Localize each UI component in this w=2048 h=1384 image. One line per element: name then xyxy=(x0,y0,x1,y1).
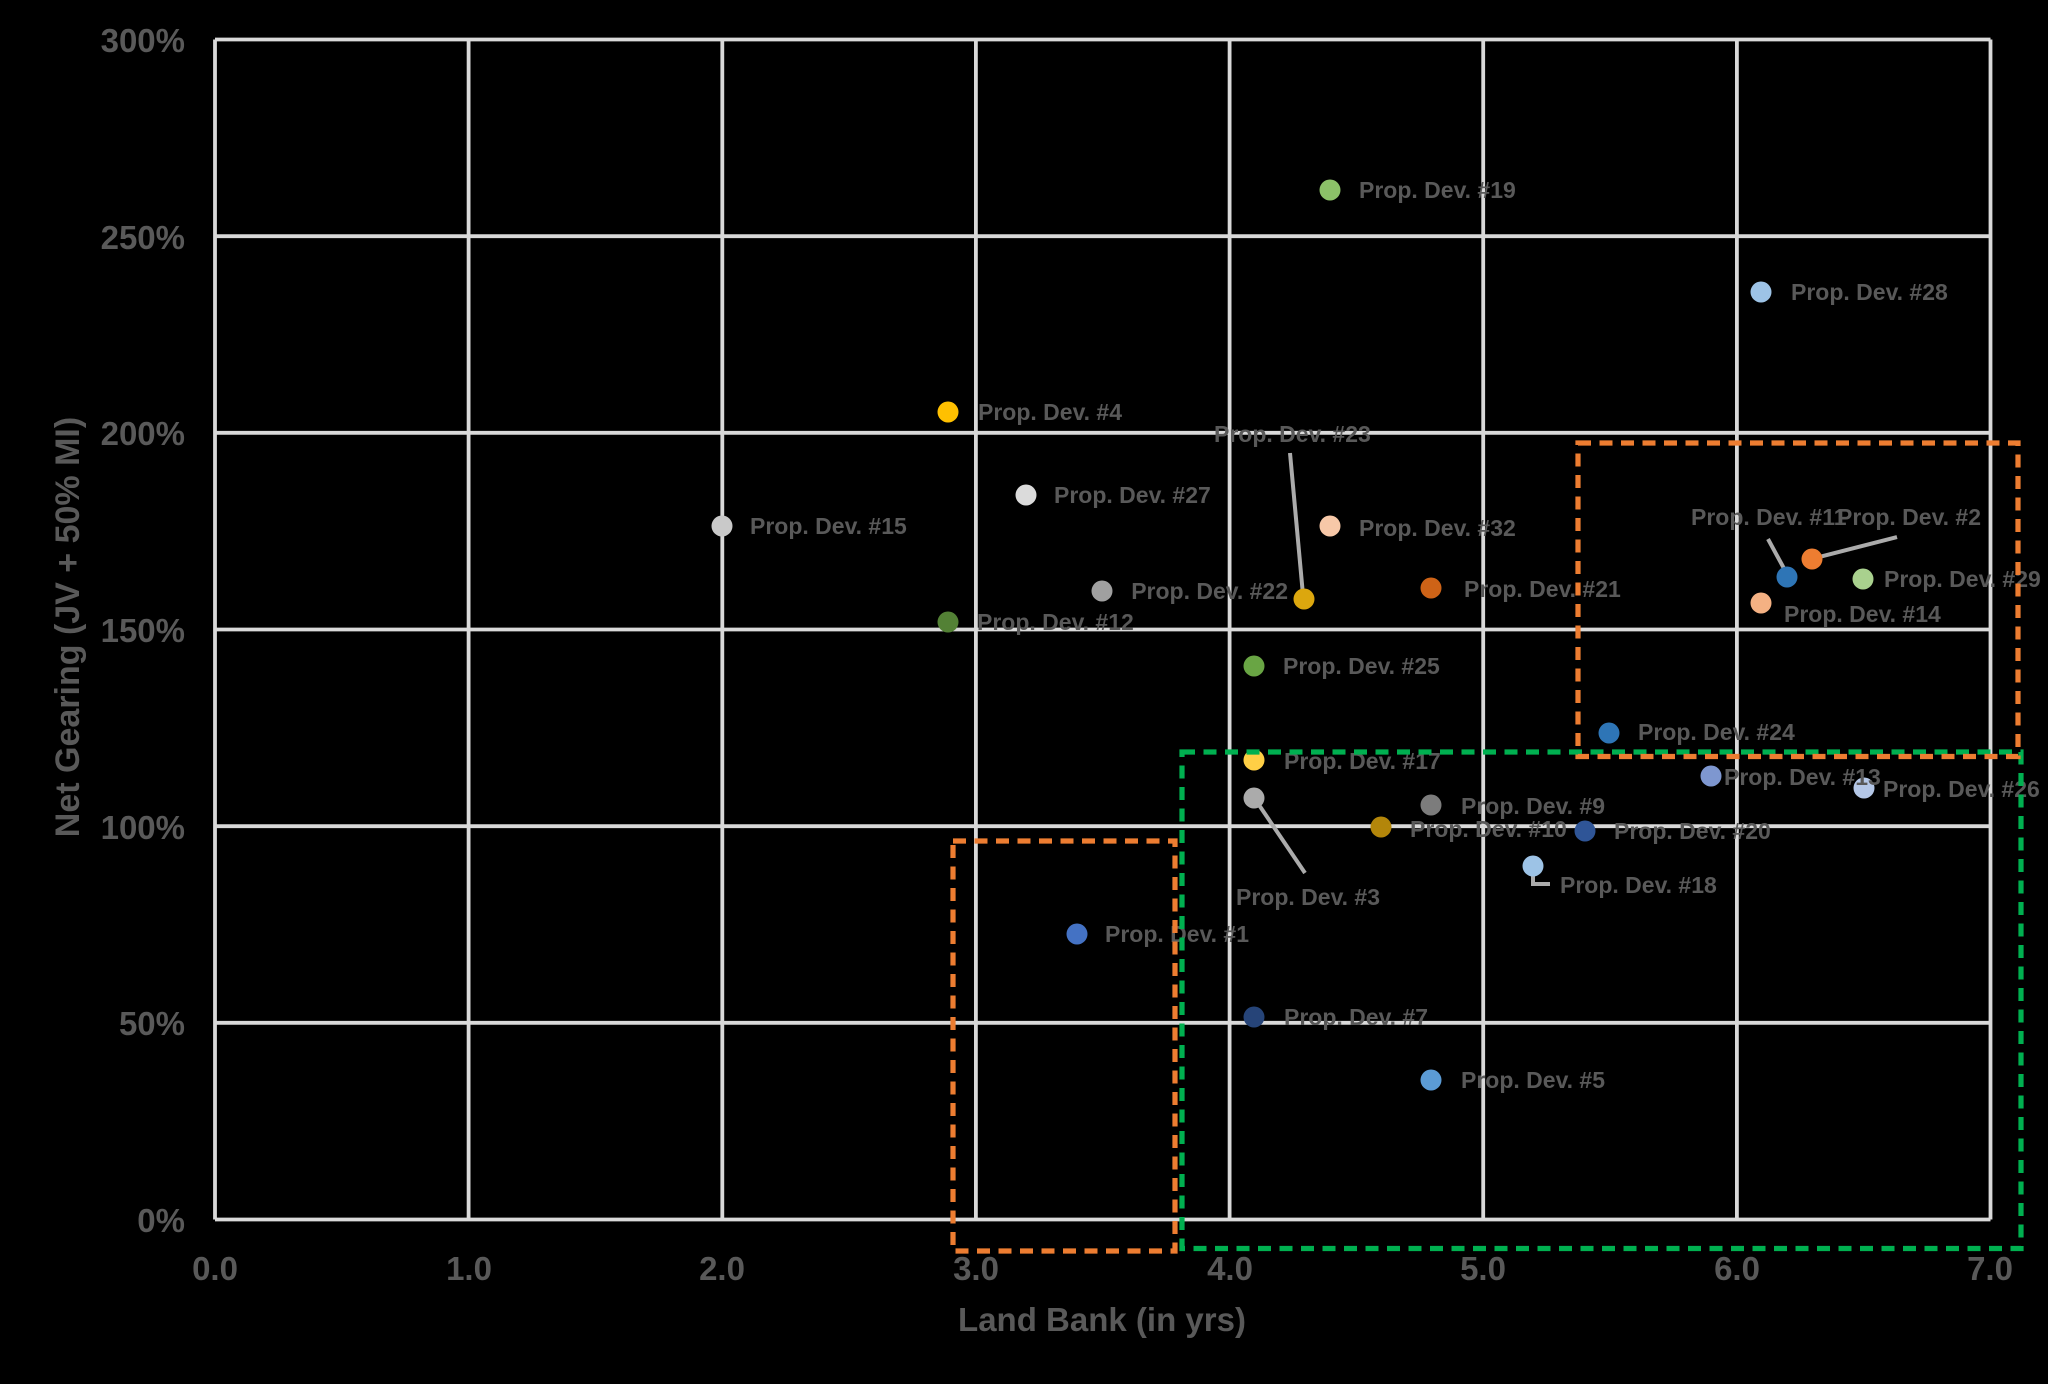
svg-text:Prop. Dev. #28: Prop. Dev. #28 xyxy=(1791,279,1948,305)
svg-text:Prop. Dev. #15: Prop. Dev. #15 xyxy=(750,513,907,539)
svg-text:250%: 250% xyxy=(101,219,185,256)
svg-text:Prop. Dev. #5: Prop. Dev. #5 xyxy=(1461,1067,1605,1093)
svg-text:2.0: 2.0 xyxy=(699,1250,745,1287)
svg-text:Prop. Dev. #29: Prop. Dev. #29 xyxy=(1884,566,2041,592)
svg-text:100%: 100% xyxy=(101,809,185,846)
svg-text:Prop. Dev. #11: Prop. Dev. #11 xyxy=(1691,504,1847,530)
svg-text:Land Bank (in yrs): Land Bank (in yrs) xyxy=(958,1301,1246,1338)
svg-text:Prop. Dev. #14: Prop. Dev. #14 xyxy=(1784,601,1941,627)
svg-text:Prop. Dev. #13: Prop. Dev. #13 xyxy=(1724,764,1881,790)
svg-text:200%: 200% xyxy=(101,415,185,452)
svg-text:Prop. Dev. #22: Prop. Dev. #22 xyxy=(1131,578,1288,604)
svg-text:Prop. Dev. #25: Prop. Dev. #25 xyxy=(1283,653,1440,679)
svg-text:Prop. Dev. #32: Prop. Dev. #32 xyxy=(1359,515,1516,541)
svg-text:Prop. Dev. #27: Prop. Dev. #27 xyxy=(1054,482,1211,508)
svg-text:5.0: 5.0 xyxy=(1460,1250,1506,1287)
svg-text:6.0: 6.0 xyxy=(1714,1250,1760,1287)
svg-text:50%: 50% xyxy=(119,1005,185,1042)
svg-text:7.0: 7.0 xyxy=(1967,1250,2013,1287)
svg-text:3.0: 3.0 xyxy=(953,1250,999,1287)
svg-text:Net Gearing (JV + 50% MI): Net Gearing (JV + 50% MI) xyxy=(49,417,87,837)
svg-text:Prop. Dev. #23: Prop. Dev. #23 xyxy=(1214,421,1371,447)
svg-text:Prop. Dev. #10: Prop. Dev. #10 xyxy=(1410,816,1567,842)
svg-text:0%: 0% xyxy=(137,1202,185,1239)
svg-text:0.0: 0.0 xyxy=(192,1250,238,1287)
svg-text:Prop. Dev. #2: Prop. Dev. #2 xyxy=(1837,504,1981,530)
svg-text:1.0: 1.0 xyxy=(446,1250,492,1287)
svg-text:Prop. Dev. #18: Prop. Dev. #18 xyxy=(1560,872,1717,898)
svg-text:4.0: 4.0 xyxy=(1207,1250,1253,1287)
svg-text:Prop. Dev. #21: Prop. Dev. #21 xyxy=(1464,576,1621,602)
svg-text:150%: 150% xyxy=(101,612,185,649)
svg-text:Prop. Dev. #20: Prop. Dev. #20 xyxy=(1614,818,1771,844)
svg-text:Prop. Dev. #7: Prop. Dev. #7 xyxy=(1284,1004,1428,1030)
svg-text:Prop. Dev. #3: Prop. Dev. #3 xyxy=(1236,884,1380,910)
svg-text:Prop. Dev. #12: Prop. Dev. #12 xyxy=(977,609,1134,635)
svg-text:Prop. Dev. #26: Prop. Dev. #26 xyxy=(1883,776,2040,802)
svg-text:Prop. Dev. #19: Prop. Dev. #19 xyxy=(1359,177,1516,203)
svg-text:Prop. Dev. #9: Prop. Dev. #9 xyxy=(1461,793,1605,819)
svg-text:Prop. Dev. #4: Prop. Dev. #4 xyxy=(978,399,1122,425)
svg-text:Prop. Dev. #24: Prop. Dev. #24 xyxy=(1638,719,1795,745)
svg-text:300%: 300% xyxy=(101,22,185,59)
